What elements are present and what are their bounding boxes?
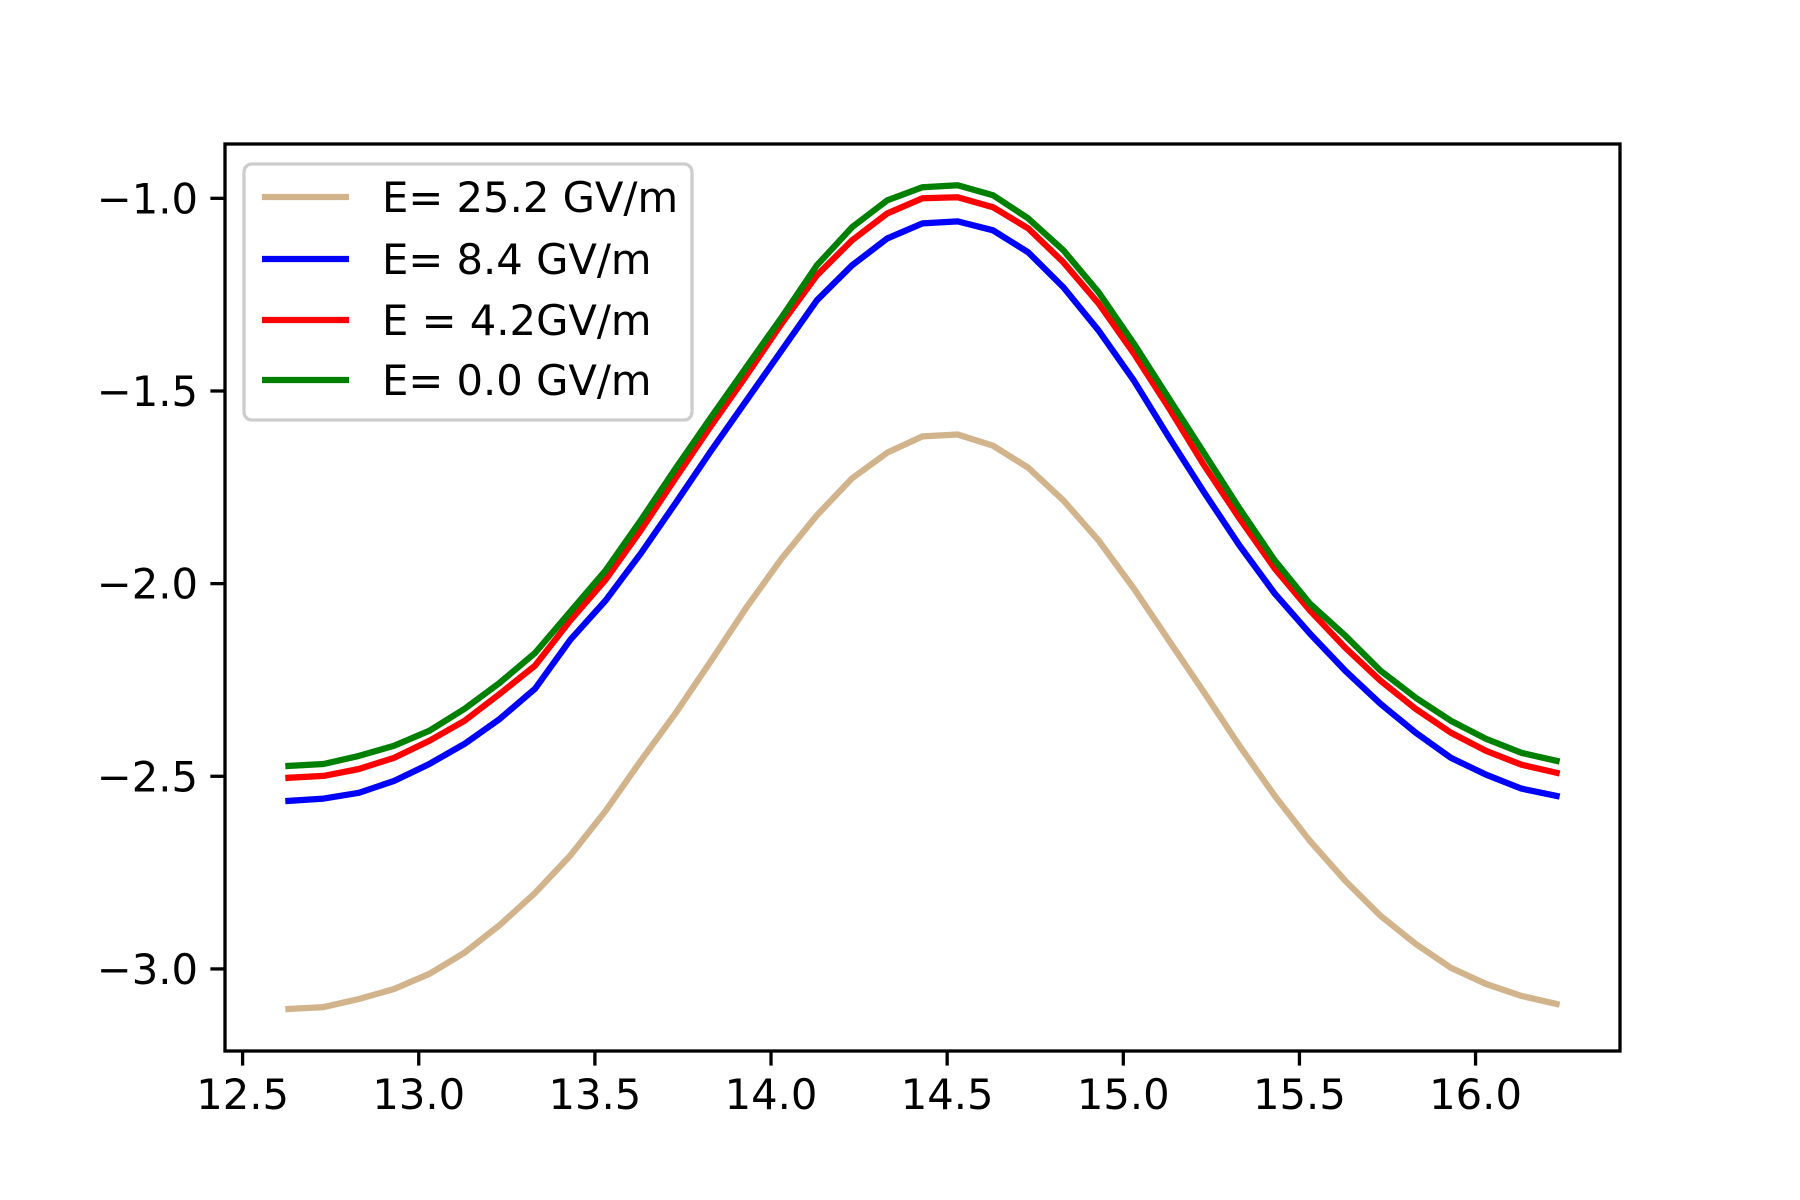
legend-entry: E = 4.2GV/m — [262, 296, 652, 345]
x-tick-label: 16.0 — [1429, 1070, 1522, 1119]
y-tick-label: −2.5 — [97, 752, 198, 801]
series-line-2 — [285, 194, 1561, 782]
x-tick-label: 13.0 — [372, 1070, 465, 1119]
legend-entry: E= 8.4 GV/m — [262, 235, 652, 284]
y-tick-label: −1.0 — [97, 174, 198, 223]
series-line-0 — [285, 431, 1561, 1013]
y-tick-label: −1.5 — [97, 367, 198, 416]
legend: E= 25.2 GV/m E= 8.4 GV/m E = 4.2GV/m E= … — [242, 162, 694, 422]
legend-label-3: E= 0.0 GV/m — [382, 356, 652, 405]
x-axis: 12.5 13.0 13.5 14.0 14.5 15.0 15.5 16.0 — [196, 1051, 1522, 1119]
legend-label-1: E= 8.4 GV/m — [382, 235, 652, 284]
y-axis: −3.0 −2.5 −2.0 −1.5 −1.0 — [97, 174, 225, 994]
x-tick-label: 15.0 — [1077, 1070, 1170, 1119]
legend-label-0: E= 25.2 GV/m — [382, 173, 678, 222]
x-tick-label: 12.5 — [196, 1070, 289, 1119]
series-line-1 — [285, 218, 1561, 805]
axes-frame — [223, 142, 1622, 1053]
x-tick-label: 14.0 — [725, 1070, 818, 1119]
legend-entry: E= 25.2 GV/m — [262, 173, 678, 222]
legend-box — [242, 162, 694, 422]
legend-label-2: E = 4.2GV/m — [382, 296, 652, 345]
y-tick-label: −3.0 — [97, 945, 198, 994]
legend-entry: E= 0.0 GV/m — [262, 356, 652, 405]
series-layer — [285, 182, 1561, 1013]
x-tick-label: 13.5 — [548, 1070, 641, 1119]
y-tick-label: −2.0 — [97, 560, 198, 609]
series-line-3 — [285, 182, 1561, 770]
x-tick-label: 14.5 — [901, 1070, 994, 1119]
x-tick-label: 15.5 — [1253, 1070, 1346, 1119]
